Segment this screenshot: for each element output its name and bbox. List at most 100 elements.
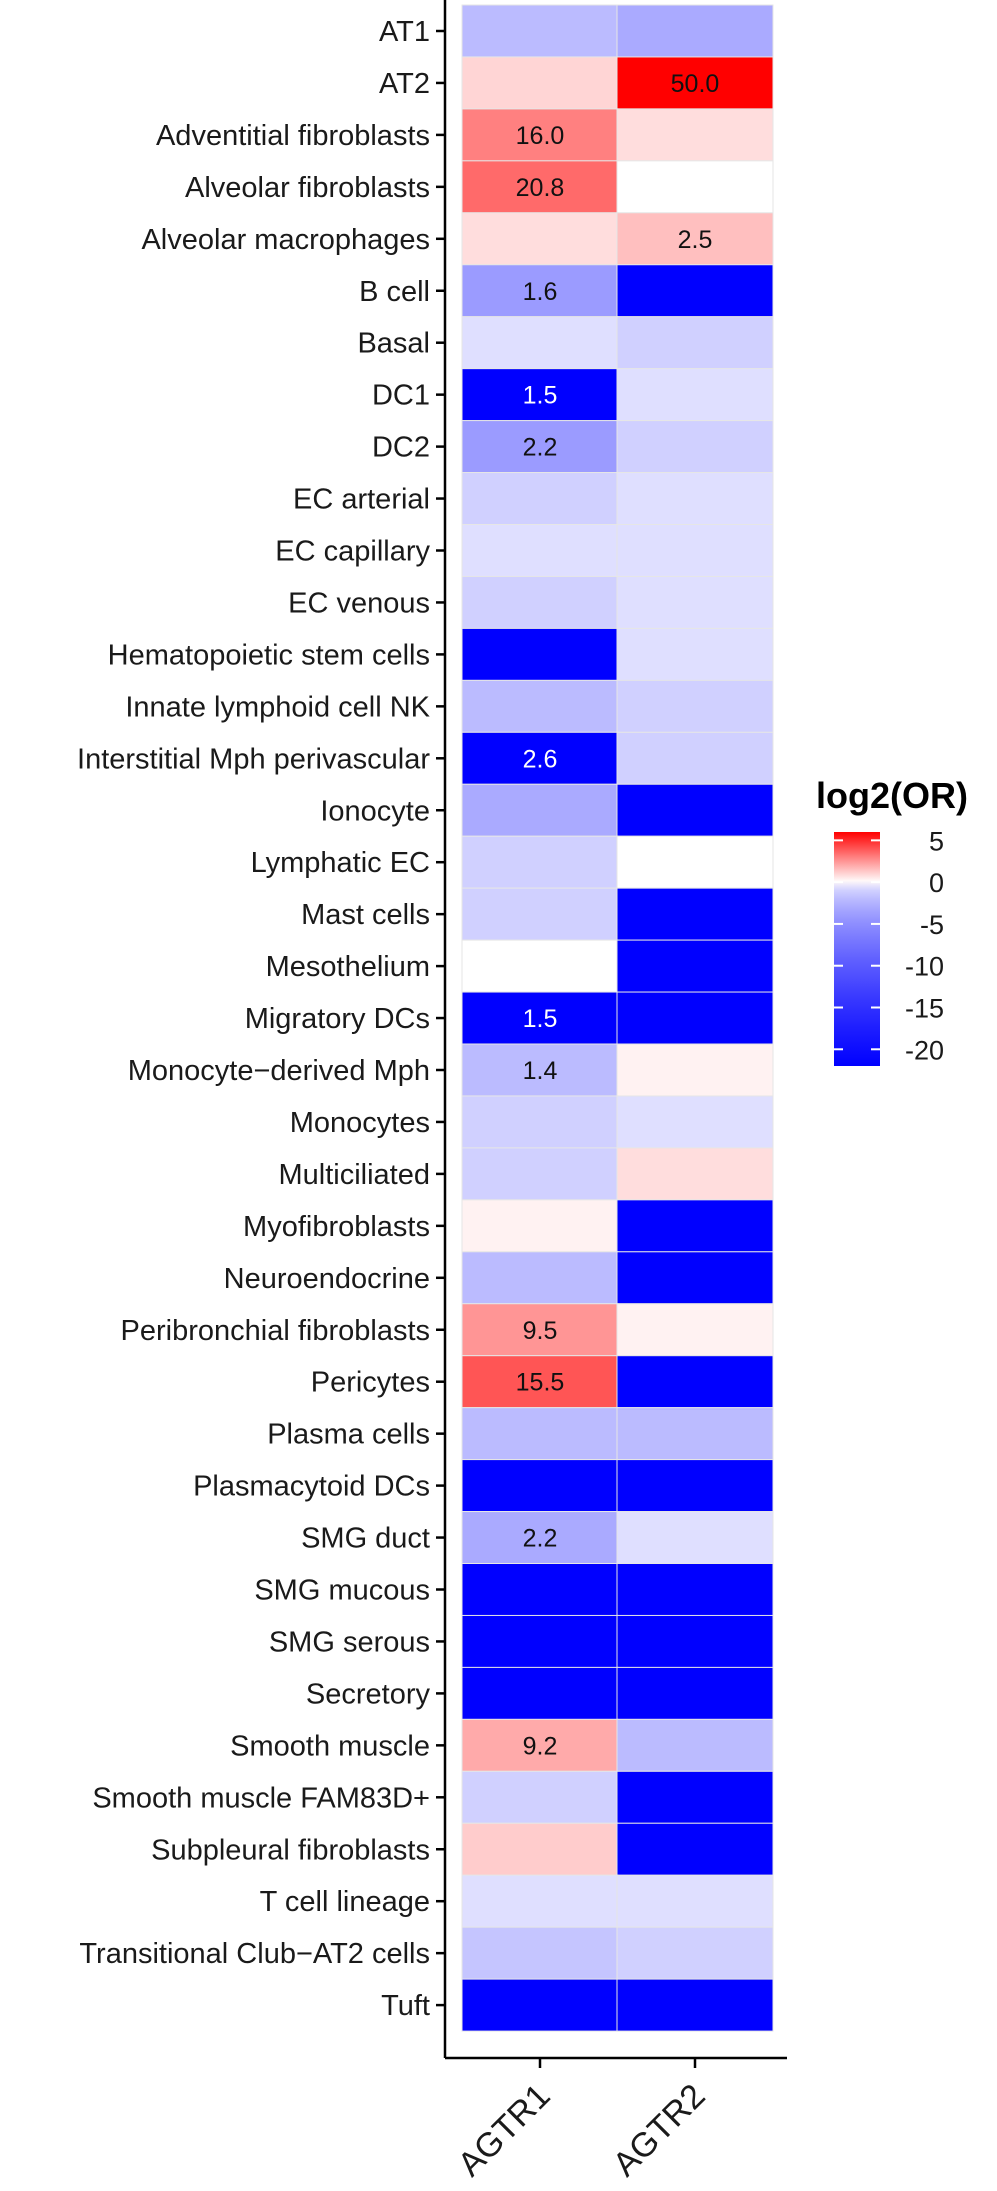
y-tick-label: Migratory DCs: [245, 1003, 430, 1035]
heatmap-tile: [616, 212, 774, 266]
y-tick-label: Mast cells: [301, 899, 430, 931]
heatmap-tile: [461, 1459, 619, 1513]
y-tick-label: Monocytes: [290, 1107, 430, 1139]
y-tick-label: Secretory: [306, 1678, 431, 1710]
heatmap-tile: [461, 1199, 619, 1253]
y-tick-label: Subpleural fibroblasts: [151, 1834, 430, 1866]
heatmap-tile: [461, 264, 619, 318]
legend-tick-label: -15: [905, 994, 944, 1024]
legend-tick-label: 5: [929, 826, 944, 856]
heatmap-tile: [461, 939, 619, 993]
y-tick-label: Ionocyte: [320, 795, 430, 827]
y-tick-label: Myofibroblasts: [243, 1211, 430, 1243]
y-axis: AT1 AT2 Adventitial fibroblasts Alveolar fi…: [77, 0, 447, 2058]
y-tick-label: EC arterial: [293, 484, 430, 516]
y-tick-label: SMG mucous: [254, 1575, 430, 1607]
heatmap-tile: [461, 4, 619, 58]
heatmap-tile: [616, 1095, 774, 1149]
heatmap-tile: [616, 1718, 774, 1772]
heatmap-tile: [461, 108, 619, 162]
legend-colorbar: [834, 832, 880, 1066]
cell-value-label: 2.2: [523, 1525, 558, 1553]
heatmap-tile: [461, 1563, 619, 1616]
heatmap-tile: [616, 1614, 774, 1668]
heatmap-tile: [461, 160, 619, 214]
heatmap-tile: [461, 887, 619, 941]
cell-value-label: 9.5: [523, 1317, 558, 1345]
y-tick-label: Tuft: [381, 1990, 430, 2022]
cell-value-label: 16.0: [516, 122, 565, 150]
cell-value-label: 20.8: [516, 174, 565, 202]
heatmap-tile: [616, 1199, 774, 1253]
heatmap-tile: [461, 472, 619, 526]
heatmap-tile: [616, 1043, 774, 1097]
heatmap-tile: [461, 1666, 619, 1720]
y-tick-label: Innate lymphoid cell NK: [125, 691, 430, 723]
legend-tick-label: -5: [920, 910, 944, 940]
heatmap-tile: [616, 420, 774, 474]
heatmap-tile: [616, 1355, 774, 1409]
cell-value-label: 9.2: [523, 1732, 558, 1760]
heatmap-tile: [461, 1926, 619, 1980]
heatmap-tile: [616, 56, 774, 110]
cell-value-label: 1.6: [523, 278, 558, 306]
y-tick-label: AT1: [379, 16, 430, 48]
y-tick-label: Lymphatic EC: [251, 847, 430, 879]
y-tick-label: Monocyte−derived Mph: [128, 1055, 430, 1087]
heatmap-tile: [616, 264, 774, 318]
heatmap-tile: [461, 368, 619, 422]
y-tick-label: Neuroendocrine: [224, 1263, 430, 1295]
heatmap-tile: [616, 1459, 774, 1513]
heatmap-tiles: [461, 4, 774, 2032]
heatmap-tile: [461, 1147, 619, 1201]
y-tick-label: Hematopoietic stem cells: [108, 639, 430, 671]
cell-value-label: 1.4: [523, 1057, 558, 1085]
cell-value-label: 2.6: [523, 745, 558, 773]
heatmap-tile: [616, 1407, 774, 1461]
y-tick-label: Multiciliated: [279, 1159, 431, 1191]
heatmap-tile: [616, 1666, 774, 1720]
y-tick-label: Adventitial fibroblasts: [156, 120, 430, 152]
heatmap-tile: [616, 991, 774, 1045]
heatmap-tile: [461, 1355, 619, 1409]
legend-title: log2(OR): [816, 775, 968, 816]
heatmap-tile: [461, 1251, 619, 1305]
y-tick-label: Plasma cells: [267, 1419, 430, 1451]
y-tick-label: Transitional Club−AT2 cells: [79, 1938, 430, 1970]
heatmap-tile: [461, 1407, 619, 1461]
heatmap-tile: [616, 835, 774, 889]
y-tick-label: Interstitial Mph perivascular: [77, 743, 430, 775]
heatmap-tile: [461, 212, 619, 266]
heatmap-tile: [616, 679, 774, 733]
heatmap-tile: [616, 1303, 774, 1357]
heatmap-tile: [461, 1614, 619, 1668]
heatmap-tile: [461, 1770, 619, 1824]
heatmap-tile: [616, 575, 774, 629]
legend-tick-label: -20: [905, 1035, 944, 1065]
heatmap-tile: [461, 56, 619, 110]
y-tick-label: EC capillary: [275, 536, 430, 568]
heatmap-tile: [616, 1822, 774, 1876]
heatmap-tile: [616, 1511, 774, 1565]
heatmap-tile: [616, 472, 774, 526]
heatmap-tile: [461, 783, 619, 837]
heatmap-tile: [616, 160, 774, 214]
cell-value-label: 15.5: [516, 1369, 565, 1397]
color-legend: log2(OR) 5 0 -5 -10 -15 -20: [816, 775, 968, 1066]
y-tick-label: SMG serous: [269, 1626, 430, 1658]
heatmap-tile: [616, 939, 774, 993]
heatmap-tile: [616, 1770, 774, 1824]
cell-value-label: 2.5: [678, 226, 713, 254]
y-tick-label: AT2: [379, 68, 430, 100]
y-tick-label: SMG duct: [301, 1523, 430, 1555]
x-tick-label: AGTR2: [606, 2077, 713, 2184]
heatmap-tile: [616, 1874, 774, 1928]
heatmap-tile: [461, 1874, 619, 1928]
heatmap-tile: [461, 731, 619, 785]
y-tick-label: DC1: [372, 380, 430, 412]
heatmap-tile: [616, 627, 774, 681]
heatmap-tile: [461, 575, 619, 629]
y-tick-label: DC2: [372, 432, 430, 464]
heatmap-tile: [461, 1978, 619, 2032]
